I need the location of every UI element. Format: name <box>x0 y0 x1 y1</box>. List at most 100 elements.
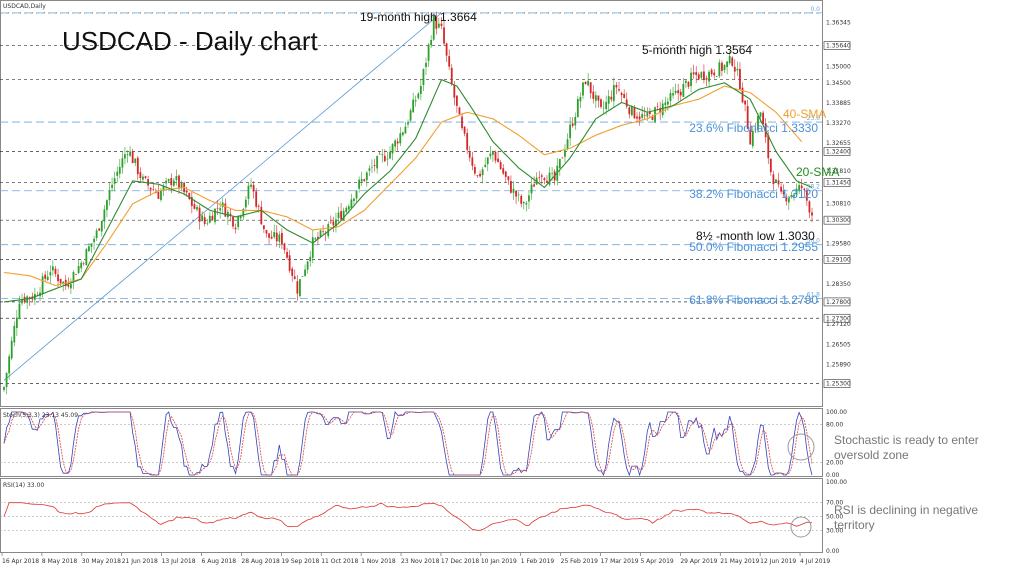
candle-body-32 <box>85 249 88 266</box>
candle-body-270 <box>697 74 700 80</box>
candle-body-28 <box>75 274 77 275</box>
candle-body-129 <box>335 219 337 227</box>
candle-body-149 <box>386 158 389 160</box>
candle-body-118 <box>306 261 309 270</box>
candle-body-307 <box>793 194 795 197</box>
stoch-comment-line-2: oversold zone <box>834 448 909 462</box>
candle-body-210 <box>543 178 546 180</box>
candle-body-63 <box>165 180 168 184</box>
candle-body-66 <box>172 180 175 186</box>
candle-body-142 <box>368 168 371 171</box>
candle-body-92 <box>239 215 242 219</box>
trendline-layer <box>3 12 442 381</box>
candle-body-201 <box>520 195 523 204</box>
candle-body-221 <box>571 123 574 126</box>
candle-body-208 <box>538 177 541 178</box>
candle-body-140 <box>363 179 366 181</box>
candle-body-101 <box>262 225 265 230</box>
candle-body-80 <box>208 215 211 223</box>
candle-body-274 <box>708 71 710 82</box>
stoch-highlight-circle <box>787 433 815 461</box>
candle-body-283 <box>731 57 734 66</box>
candle-body-147 <box>381 154 384 156</box>
candle-body-51 <box>134 158 137 163</box>
sma-layer <box>3 78 813 303</box>
candle-body-91 <box>237 216 240 228</box>
candle-body-56 <box>147 179 150 186</box>
candle-body-150 <box>389 151 391 159</box>
candle-body-44 <box>116 171 119 176</box>
candle-body-88 <box>229 213 232 216</box>
price-tick-15: 1.28350 <box>826 281 851 288</box>
candle-body-166 <box>430 40 433 46</box>
candle-body-138 <box>358 179 361 189</box>
candle-body-161 <box>417 93 420 99</box>
candle-body-298 <box>769 158 772 173</box>
main-panel-frame <box>0 0 823 407</box>
candle-body-191 <box>494 151 497 161</box>
trendline <box>3 12 442 381</box>
candle-body-46 <box>121 158 124 168</box>
candle-body-302 <box>780 186 783 192</box>
candle-body-119 <box>309 256 312 262</box>
candle-body-243 <box>628 107 631 115</box>
candle-body-18 <box>49 272 52 276</box>
candle-body-67 <box>175 175 178 181</box>
candle-body-309 <box>798 185 801 191</box>
candle-body-136 <box>353 198 355 202</box>
candle-body-249 <box>643 115 646 116</box>
candle-body-0 <box>3 387 5 390</box>
date-label-20: 4 Jul 2019 <box>800 558 830 565</box>
annotation-40-sma: 40-SMA <box>783 107 826 121</box>
fib-short-2: 50.0 <box>807 238 821 245</box>
candle-body-113 <box>293 276 296 279</box>
candle-body-202 <box>522 202 525 204</box>
candle-body-93 <box>242 208 245 217</box>
price-tick-13: 1.29580 <box>826 241 851 248</box>
candle-body-203 <box>525 203 528 205</box>
candle-body-7 <box>21 299 23 304</box>
candle-body-291 <box>751 130 754 147</box>
candle-body-131 <box>340 211 342 220</box>
candle-body-211 <box>546 180 548 183</box>
candle-body-267 <box>690 72 692 87</box>
price-tick-5: 1.33885 <box>826 100 851 107</box>
levels-layer <box>0 12 822 385</box>
sma40-line <box>3 85 803 287</box>
candle-body-40 <box>106 200 108 210</box>
candle-body-272 <box>703 71 705 80</box>
candle-body-135 <box>350 199 353 209</box>
candle-body-293 <box>757 115 759 131</box>
stoch-tick-1: 80.00 <box>826 422 843 429</box>
candle-body-110 <box>286 251 288 258</box>
price-tick-1: 1.36345 <box>826 20 851 27</box>
stoch-comment-line-1: Stochastic is ready to enter <box>834 433 979 447</box>
candle-body-186 <box>481 169 484 176</box>
candle-body-158 <box>409 110 412 121</box>
candle-body-3 <box>10 340 13 359</box>
candle-body-154 <box>399 133 402 144</box>
candle-body-100 <box>260 206 263 225</box>
candle-body-180 <box>466 133 469 150</box>
candle-body-115 <box>299 279 301 297</box>
candle-body-68 <box>178 175 180 189</box>
candle-body-266 <box>687 81 690 87</box>
date-label-3: 21 Jun 2018 <box>122 558 158 565</box>
candle-body-122 <box>317 236 319 239</box>
candle-body-209 <box>540 175 543 177</box>
candle-body-124 <box>322 231 324 233</box>
candle-body-237 <box>612 85 615 102</box>
candle-body-227 <box>587 80 590 86</box>
candle-body-64 <box>167 179 170 182</box>
candle-body-144 <box>373 165 376 166</box>
date-label-1: 8 May 2018 <box>42 558 77 565</box>
rsi-tick-1: 70.00 <box>826 500 843 507</box>
fib-short-0: 23.6 <box>807 115 821 122</box>
candle-body-289 <box>746 106 749 129</box>
candle-body-15 <box>41 276 44 294</box>
price-box-12 <box>823 215 851 225</box>
annotation-5-month-high: 5-month high 1.3564 <box>642 43 752 57</box>
candle-body-206 <box>533 184 535 187</box>
stoch-label: Stoch(5,3,3) 23.13 45.09 <box>3 412 78 419</box>
